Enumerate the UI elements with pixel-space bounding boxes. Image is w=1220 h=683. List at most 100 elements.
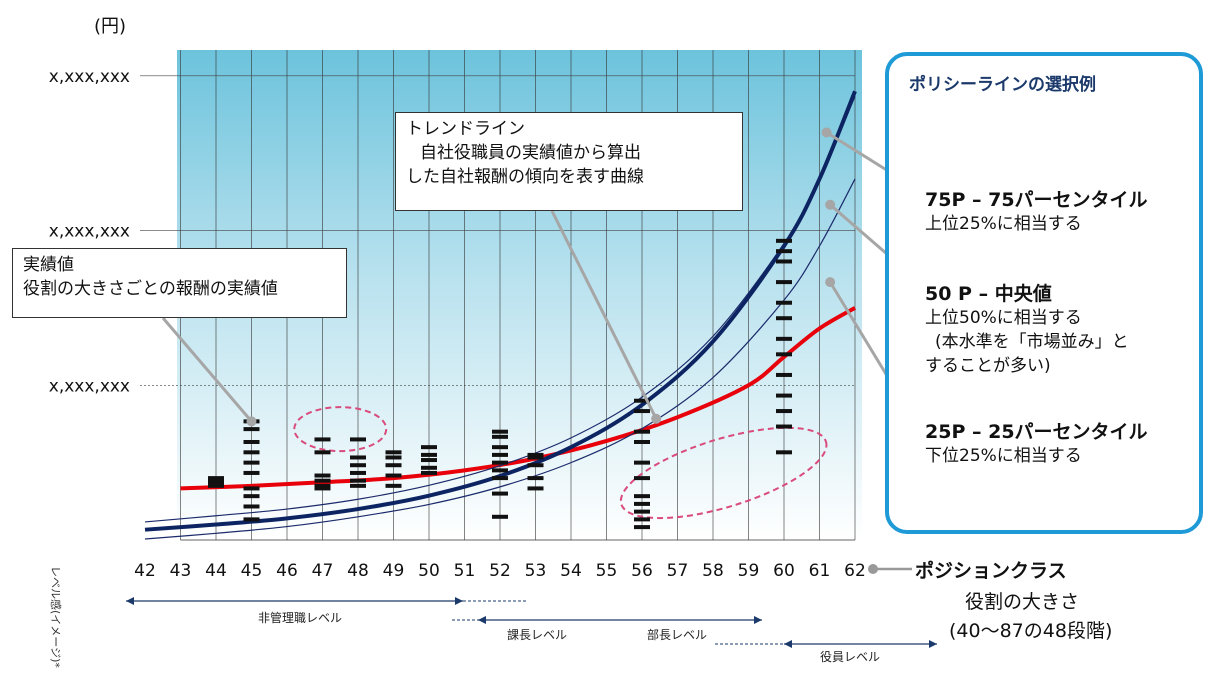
actual-value-mark (350, 437, 366, 442)
actual-callout-body: 役割の大きさごとの報酬の実績値 (23, 279, 278, 299)
position-class-subtitle: 役割の大きさ (965, 591, 1080, 613)
actual-value-mark (385, 463, 402, 468)
actual-value-mark (492, 491, 508, 496)
trend-callout: トレンドライン 自社役職員の実績値から算出 した自社報酬の傾向を表す曲線 (395, 112, 743, 211)
p75-connector-dot (821, 127, 832, 138)
y-tick-label: x,xxx,xxx (49, 222, 130, 242)
p75-label: 75P – 75パーセンタイル 上位25%に相当する (925, 188, 1148, 236)
p50-note-line1: (本水準を「市場並み」と (935, 332, 1129, 352)
actual-value-mark (350, 463, 366, 468)
position-class-block: ポジションクラス 役割の大きさ (40〜87の48段階) (915, 556, 1215, 643)
x-tick-label: 44 (205, 561, 227, 581)
x-tick-label: 59 (738, 561, 760, 581)
x-tick-label: 56 (631, 561, 653, 581)
x-tick-label: 61 (809, 561, 831, 581)
actual-value-mark (314, 437, 331, 442)
y-axis: x,xxx,xxx x,xxx,xxx x,xxx,xxx (49, 67, 855, 396)
position-class-title: ポジションクラス (915, 560, 1067, 582)
p50-description: 上位50%に相当する (925, 308, 1082, 328)
actual-value-mark (314, 486, 331, 491)
trend-callout-title: トレンドライン (406, 119, 525, 139)
actual-value-mark (492, 460, 508, 465)
policy-panel: ポリシーラインの選択例 75P – 75パーセンタイル 上位25%に相当する 5… (885, 52, 1203, 534)
x-tick-label: 58 (702, 561, 724, 581)
actual-values (208, 238, 792, 530)
actual-value-mark (243, 460, 260, 465)
actual-value-mark (527, 463, 544, 468)
actual-value-mark (314, 478, 331, 483)
x-tick-label: 62 (844, 561, 866, 581)
actual-value-mark (492, 452, 508, 457)
band-manager-arrow-left (478, 616, 486, 624)
actual-value-mark (527, 452, 544, 457)
actual-value-mark (492, 476, 508, 481)
x-tick-label: 55 (596, 561, 618, 581)
actual-value-mark (421, 465, 437, 470)
x-axis: 42 43 44 45 46 47 48 49 50 51 52 53 54 55 56 57 58 59 60 61… (134, 561, 912, 581)
actual-value-mark (776, 238, 792, 243)
actual-value-mark (243, 440, 260, 444)
x-tick-label: 53 (525, 561, 547, 581)
actual-value-mark (634, 476, 650, 481)
actual-value-mark (350, 478, 366, 483)
position-class-dot (868, 564, 878, 574)
actual-value-mark (634, 494, 650, 499)
actual-value-mark (776, 352, 792, 357)
x-tick-label: 51 (454, 561, 476, 581)
x-tick-label: 45 (241, 561, 263, 581)
trend-callout-connector (550, 210, 658, 420)
p50-connector-dot (825, 199, 836, 210)
actual-value-mark (634, 501, 650, 506)
actual-value-mark (314, 450, 331, 455)
policy-title: ポリシーラインの選択例 (909, 75, 1096, 95)
x-tick-label: 48 (347, 561, 369, 581)
band-manager-arrow-right (754, 616, 762, 624)
actual-value-mark (776, 259, 792, 264)
x-tick-label: 43 (170, 561, 192, 581)
highlight-ellipses (293, 406, 828, 520)
actual-value-mark (776, 372, 792, 377)
actual-value-mark (243, 486, 260, 491)
actual-value-mark (634, 440, 650, 444)
p50-label: 50 P – 中央値 上位50%に相当する (本水準を「市場並み」と することが… (925, 282, 1129, 378)
position-class-range: (40〜87の48段階) (949, 620, 1113, 642)
actual-callout-connector (161, 317, 253, 423)
actual-value-mark (208, 483, 224, 488)
p25-heading: 25P – 25パーセンタイル (925, 421, 1148, 443)
actual-value-mark (421, 445, 437, 450)
actual-value-mark (243, 450, 260, 455)
actual-value-mark (314, 483, 331, 488)
highlight-ellipse-left (293, 406, 388, 453)
actual-value-mark (243, 517, 260, 522)
actual-callout-connector-dot (246, 416, 257, 427)
actual-value-mark (492, 514, 508, 519)
actual-value-mark (314, 473, 331, 478)
actual-value-mark (527, 455, 544, 460)
actual-value-mark (243, 494, 260, 499)
y-tick-label: x,xxx,xxx (49, 376, 130, 396)
p75-description: 上位25%に相当する (925, 214, 1082, 234)
actual-value-mark (527, 486, 544, 491)
actual-value-mark (776, 280, 792, 285)
highlight-ellipse-right (619, 426, 828, 520)
actual-value-mark (421, 458, 437, 463)
p75-heading: 75P – 75パーセンタイル (925, 189, 1148, 211)
band-executive-arrow-left (784, 640, 792, 648)
x-tick-label: 42 (134, 561, 156, 581)
actual-value-mark (421, 470, 437, 475)
actual-value-mark (634, 525, 650, 530)
actual-value-mark (492, 445, 508, 450)
actual-value-mark (776, 336, 792, 341)
actual-value-mark (776, 450, 792, 455)
actual-callout: 実績値 役割の大きさごとの報酬の実績値 (12, 248, 347, 318)
actual-value-mark (243, 470, 260, 475)
actual-value-mark (634, 509, 650, 514)
band-section-chief-label: 課長レベル (507, 627, 567, 642)
series-p50-line (144, 90, 857, 532)
actual-value-mark (492, 429, 508, 434)
actual-value-mark (776, 300, 792, 305)
actual-value-mark (385, 455, 402, 460)
x-tick-label: 47 (312, 561, 334, 581)
actual-value-mark (421, 452, 437, 457)
actual-value-mark (243, 427, 260, 432)
